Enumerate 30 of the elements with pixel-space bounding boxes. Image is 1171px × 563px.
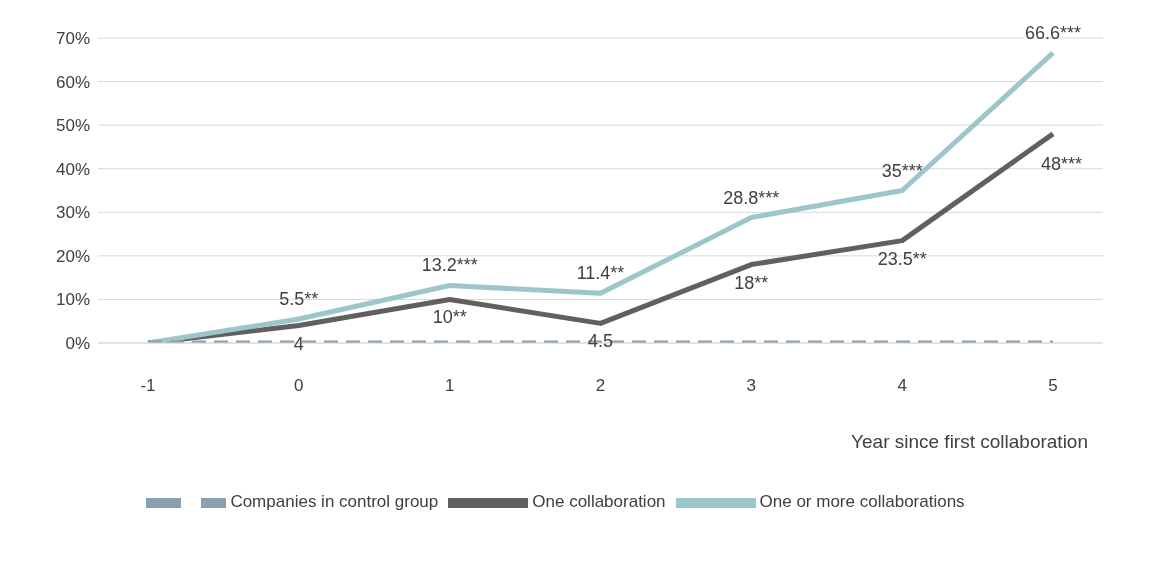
x-tick-label: 1	[444, 376, 455, 396]
data-label: 48***	[1041, 153, 1083, 174]
x-tick-label: 4	[897, 376, 907, 396]
data-label: 10**	[432, 307, 467, 328]
y-tick-label: 30%	[55, 203, 90, 223]
x-tick-label: -1	[140, 376, 156, 396]
y-tick-label: 70%	[55, 29, 90, 49]
x-tick-label: 3	[746, 376, 757, 396]
legend-label: Companies in control group	[230, 492, 439, 512]
legend-label: One collaboration	[532, 492, 666, 512]
x-tick-label: 2	[595, 376, 606, 396]
y-tick-label: 60%	[55, 72, 90, 92]
x-axis-title: Year since first collaboration	[851, 431, 1088, 452]
data-label: 11.4**	[576, 263, 625, 284]
data-label: 5.5**	[279, 289, 319, 310]
data-label: 28.8***	[723, 187, 780, 208]
data-label: 4	[293, 333, 304, 354]
y-tick-label: 10%	[55, 290, 90, 310]
data-label: 23.5**	[877, 248, 927, 269]
data-label: 66.6***	[1024, 22, 1082, 43]
y-tick-label: 20%	[55, 246, 90, 266]
data-label: 18**	[734, 272, 769, 293]
y-tick-label: 50%	[55, 116, 90, 136]
legend-label: One or more collaborations	[759, 492, 965, 512]
x-tick-label: 5	[1048, 376, 1058, 396]
data-label: 35***	[881, 160, 923, 181]
y-tick-label: 40%	[55, 159, 90, 179]
y-tick-label: 0%	[65, 334, 90, 354]
x-tick-label: 0	[294, 376, 304, 396]
data-label: 13.2***	[421, 255, 478, 276]
